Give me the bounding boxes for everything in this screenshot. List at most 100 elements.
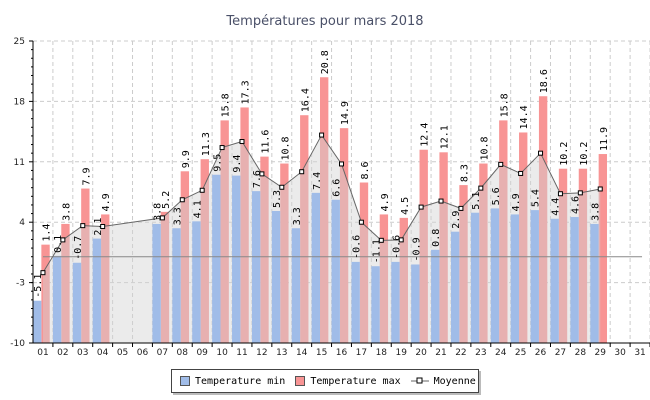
data-label-max: 16.4 [300, 88, 311, 112]
moyenne-marker [557, 191, 563, 197]
moyenne-marker [398, 237, 404, 243]
bar-min [550, 218, 559, 343]
data-label-max: 1.4 [42, 224, 53, 242]
y-tick-label: -10 [10, 339, 25, 349]
data-label-max: 8.6 [360, 161, 371, 179]
moyenne-marker [358, 219, 364, 225]
moyenne-marker [597, 186, 603, 192]
bar-max [558, 168, 568, 343]
legend-swatch-max [295, 376, 306, 386]
bar-max [81, 188, 90, 343]
data-label-min: 0.8 [431, 229, 442, 247]
data-label-min: 4.9 [511, 193, 522, 211]
x-tick-label: 09 [196, 348, 208, 358]
moyenne-marker [279, 184, 285, 190]
data-label-max: 12.4 [420, 123, 431, 147]
bar-min [490, 208, 500, 343]
bar-max [220, 120, 229, 343]
bar-min [590, 223, 599, 343]
moyenne-marker [498, 161, 504, 167]
moyenne-marker [458, 205, 464, 211]
data-label-max: 10.2 [559, 142, 570, 166]
legend: Temperature min Temperature max Moyenne [171, 369, 479, 393]
bar-max [499, 120, 508, 343]
moyenne-marker [199, 187, 205, 193]
data-label-min: 3.3 [173, 207, 184, 225]
bar-max [240, 107, 249, 343]
bar-min [331, 199, 340, 343]
x-tick-label: 07 [157, 348, 168, 358]
bar-min [232, 175, 241, 343]
moyenne-marker [538, 150, 544, 156]
data-label-max: 14.9 [340, 101, 351, 125]
moyenne-marker [60, 237, 66, 243]
x-tick-label: 30 [614, 348, 626, 358]
bar-max [320, 77, 329, 344]
data-label-min: 5.4 [531, 189, 542, 207]
x-tick-label: 05 [117, 348, 128, 358]
moyenne-area [42, 135, 601, 343]
bar-max [200, 159, 209, 343]
data-label-max: 11.9 [599, 127, 610, 151]
legend-item-moyenne[interactable]: Moyenne [410, 376, 476, 387]
moyenne-marker [219, 145, 225, 151]
x-tick-label: 03 [77, 348, 88, 358]
data-label-min: -0.6 [352, 235, 363, 259]
bar-min [570, 217, 579, 343]
x-tick-label: 10 [216, 348, 228, 358]
x-tick-label: 01 [37, 348, 48, 358]
data-label-max: 20.8 [320, 50, 331, 74]
x-tick-label: 20 [415, 348, 427, 358]
data-label-min: 7.4 [312, 172, 323, 190]
data-label-max: 10.8 [479, 136, 490, 160]
data-label-max: 17.3 [241, 80, 252, 104]
bar-max [280, 163, 289, 343]
bar-min [172, 228, 181, 343]
data-label-min: -0.6 [391, 235, 402, 259]
bar-max [519, 132, 528, 343]
y-tick-label: 18 [14, 97, 26, 107]
bar-min [92, 238, 102, 343]
bar-max [379, 214, 389, 343]
data-label-max: 4.9 [380, 193, 391, 211]
data-label-min: -5.1 [33, 274, 44, 298]
data-label-max: 18.6 [539, 69, 550, 93]
x-tick-label: 28 [575, 348, 587, 358]
data-label-min: 4.6 [571, 196, 582, 214]
moyenne-marker [259, 171, 265, 177]
x-tick-label: 02 [57, 348, 68, 358]
data-label-min: 3.3 [292, 207, 303, 225]
x-tick-label: 22 [455, 348, 466, 358]
data-label-min: -1.1 [372, 239, 383, 263]
data-label-min: 3.8 [590, 203, 601, 221]
moyenne-marker [100, 224, 106, 230]
data-label-min: 9.5 [212, 154, 223, 172]
data-label-max: 15.8 [499, 93, 510, 117]
data-label-max: 3.8 [61, 203, 72, 221]
moyenne-marker [339, 161, 344, 167]
x-tick-label: 13 [276, 348, 287, 358]
x-tick-label: 14 [296, 348, 308, 358]
bar-min [391, 261, 400, 343]
moyenne-marker [378, 237, 384, 243]
bar-max [339, 128, 349, 343]
legend-item-min[interactable]: Temperature min [180, 376, 285, 387]
data-label-min: 4.4 [551, 198, 562, 216]
bar-min [411, 264, 420, 343]
data-label-max: 11.3 [201, 132, 212, 156]
data-label-max: 5.2 [161, 191, 172, 209]
data-label-max: 7.9 [81, 167, 92, 185]
bar-max [41, 244, 50, 343]
bar-max [578, 168, 588, 343]
bar-max [459, 185, 468, 343]
data-label-max: 14.4 [519, 105, 530, 129]
x-tick-label: 15 [316, 348, 327, 358]
moyenne-marker [418, 204, 424, 210]
data-label-min: 5.3 [272, 190, 283, 208]
legend-item-max[interactable]: Temperature max [295, 376, 401, 387]
x-tick-label: 16 [336, 348, 348, 358]
bar-max [101, 214, 110, 343]
data-label-min: 5.1 [471, 192, 482, 210]
x-tick-label: 24 [495, 348, 507, 358]
x-tick-label: 26 [535, 348, 547, 358]
